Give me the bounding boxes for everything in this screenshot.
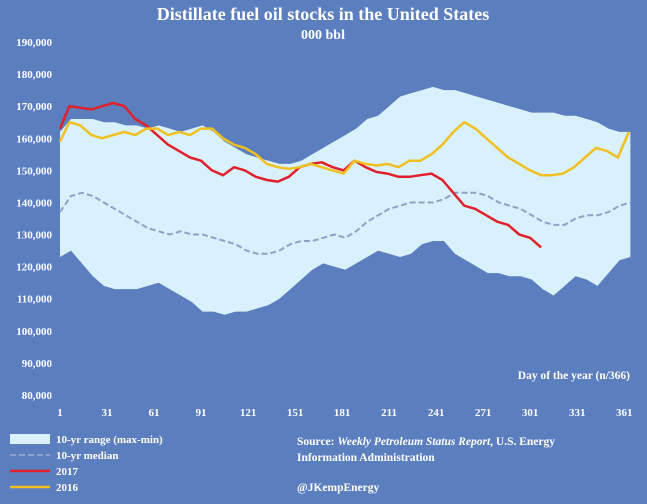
x-tick-label: 211 xyxy=(381,407,397,419)
x-tick-label: 271 xyxy=(475,407,492,419)
legend-label-range: 10-yr range (max-min) xyxy=(56,434,163,446)
x-tick-label: 361 xyxy=(616,407,633,419)
source-report-name: Weekly Petroleum Status Report xyxy=(337,436,491,448)
series-line-2016 xyxy=(58,120,631,177)
legend: 10-yr range (max-min) 10-yr median 2017 … xyxy=(10,434,163,494)
x-tick-label: 181 xyxy=(334,407,351,419)
x-tick-label: 151 xyxy=(287,407,304,419)
x-tick-label: 121 xyxy=(240,407,257,419)
y-tick-label: 130,000 xyxy=(16,230,52,242)
x-tick-label: 1 xyxy=(57,407,63,419)
source-line-1: Source: Weekly Petroleum Status Report, … xyxy=(297,436,555,448)
source-line-2: Information Administration xyxy=(297,452,435,464)
y-tick-label: 120,000 xyxy=(16,262,52,274)
legend-swatch-range xyxy=(10,434,50,444)
chart-subtitle: 000 bbl xyxy=(301,28,345,43)
y-tick-label: 100,000 xyxy=(16,326,52,338)
series-line-median xyxy=(59,191,631,255)
legend-label-2017: 2017 xyxy=(56,466,79,478)
plot-area xyxy=(58,86,631,315)
y-tick-label: 80,000 xyxy=(22,390,53,402)
x-tick-label: 331 xyxy=(569,407,586,419)
x-tick-label: 61 xyxy=(149,407,160,419)
legend-label-median: 10-yr median xyxy=(56,450,118,462)
y-tick-label: 170,000 xyxy=(16,101,52,113)
y-tick-label: 160,000 xyxy=(16,133,52,145)
x-axis-ticks: 1 31 61 91 121 151 181 211 241 271 301 331 361 xyxy=(57,407,632,419)
chart-title: Distillate fuel oil stocks in the United… xyxy=(157,4,490,24)
range-band xyxy=(60,86,631,315)
y-tick-label: 110,000 xyxy=(17,294,53,306)
x-tick-label: 301 xyxy=(522,407,539,419)
y-tick-label: 180,000 xyxy=(16,69,52,81)
x-axis-label: Day of the year (n/366) xyxy=(518,370,630,382)
y-tick-label: 190,000 xyxy=(16,37,52,49)
source-prefix: Source: xyxy=(297,436,337,448)
y-tick-label: 140,000 xyxy=(16,198,52,210)
y-tick-label: 90,000 xyxy=(22,358,53,370)
x-tick-label: 91 xyxy=(196,407,207,419)
x-tick-label: 241 xyxy=(428,407,445,419)
y-tick-label: 150,000 xyxy=(16,165,52,177)
x-tick-label: 31 xyxy=(102,407,113,419)
source-line1-rest: , U.S. Energy xyxy=(490,436,555,448)
legend-label-2016: 2016 xyxy=(56,482,79,494)
source-note: Source: Weekly Petroleum Status Report, … xyxy=(297,436,555,494)
attribution: @JKempEnergy xyxy=(297,482,379,494)
y-axis-ticks: 80,000 90,000 100,000 110,000 120,000 130,000… xyxy=(16,37,52,402)
